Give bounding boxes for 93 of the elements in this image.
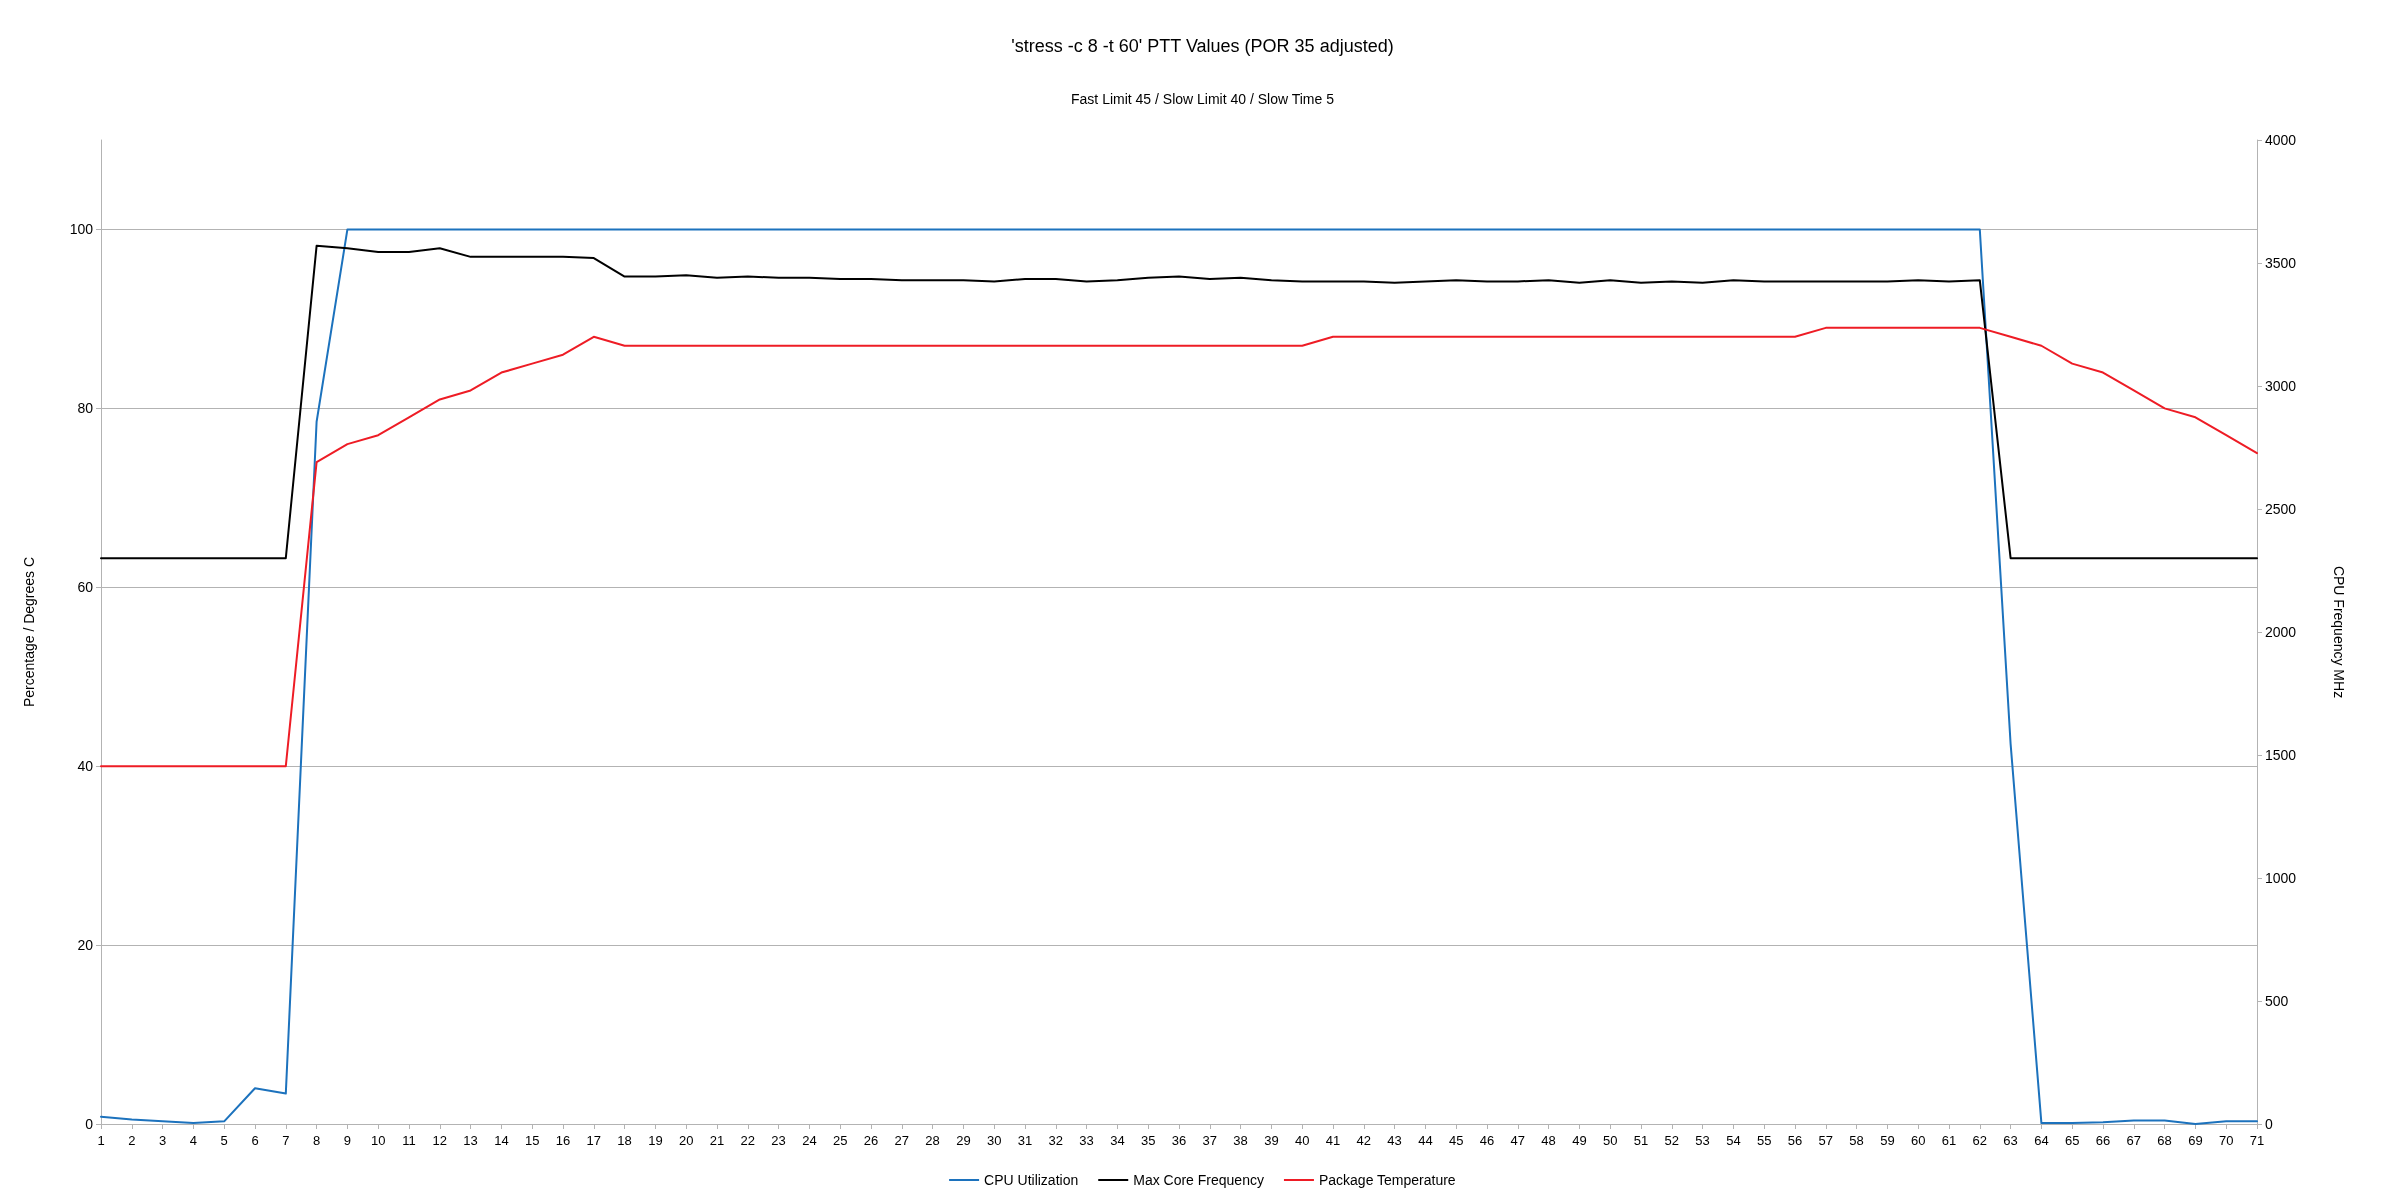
x-tick-label: 3	[158, 1133, 167, 1148]
y-axis-title: Percentage / Degrees C	[21, 556, 37, 708]
x-tick-label: 13	[463, 1133, 478, 1148]
x-tick-label: 42	[1356, 1133, 1372, 1148]
x-tick-label: 52	[1664, 1133, 1680, 1148]
x-tick-label: 46	[1479, 1133, 1495, 1148]
legend-label: CPU Utilization	[984, 1172, 1079, 1188]
x-tick-label: 4	[189, 1133, 198, 1148]
x-tick-label: 67	[2126, 1133, 2142, 1148]
x-tick-label: 45	[1448, 1133, 1464, 1148]
y-tick-label: 60	[77, 579, 94, 596]
x-tick-label: 8	[312, 1133, 321, 1148]
x-tick-label: 10	[370, 1133, 386, 1148]
x-tick-label: 1	[97, 1133, 105, 1148]
x-tick-label: 18	[617, 1133, 632, 1148]
x-tick-label: 22	[740, 1133, 756, 1148]
x-tick-label: 70	[2218, 1133, 2234, 1148]
x-tick-label: 19	[648, 1133, 663, 1148]
x-tick-label: 68	[2157, 1133, 2172, 1148]
x-tick-label: 34	[1110, 1133, 1125, 1148]
x-tick-label: 50	[1602, 1133, 1618, 1148]
y-tick-label: 80	[77, 400, 94, 417]
x-tick-label: 30	[986, 1133, 1002, 1148]
x-tick-label: 39	[1264, 1133, 1279, 1148]
chart-subtitle: Fast Limit 45 / Slow Limit 40 / Slow Time 5	[1071, 91, 1335, 107]
x-tick-label: 49	[1572, 1133, 1587, 1148]
x-tick-label: 7	[282, 1133, 290, 1148]
x-tick-label: 56	[1787, 1133, 1803, 1148]
x-tick-label: 31	[1017, 1133, 1033, 1148]
x-tick-label: 65	[2064, 1133, 2080, 1148]
x-tick-label: 12	[432, 1133, 448, 1148]
x-tick-label: 5	[220, 1133, 228, 1148]
x-tick-label: 27	[894, 1133, 910, 1148]
x-tick-label: 57	[1818, 1133, 1834, 1148]
x-tick-label: 63	[2003, 1133, 2018, 1148]
x-tick-label: 54	[1726, 1133, 1741, 1148]
y2-tick-label: 1500	[2265, 747, 2297, 763]
legend-label: Package Temperature	[1318, 1172, 1456, 1188]
x-tick-label: 38	[1233, 1133, 1248, 1148]
x-tick-label: 37	[1202, 1133, 1218, 1148]
y2-tick-label: 3000	[2265, 378, 2297, 394]
x-tick-label: 23	[771, 1133, 786, 1148]
y2-axis-title: CPU Frequency MHz	[2331, 565, 2347, 699]
x-tick-label: 41	[1325, 1133, 1341, 1148]
legend-label: Max Core Frequency	[1133, 1172, 1264, 1188]
x-tick-label: 62	[1972, 1133, 1988, 1148]
x-tick-label: 17	[586, 1133, 602, 1148]
x-tick-label: 24	[802, 1133, 817, 1148]
x-tick-label: 32	[1048, 1133, 1064, 1148]
x-tick-label: 44	[1418, 1133, 1433, 1148]
x-tick-label: 16	[555, 1133, 571, 1148]
x-tick-label: 64	[2034, 1133, 2049, 1148]
x-tick-label: 59	[1880, 1133, 1895, 1148]
x-tick-label: 33	[1079, 1133, 1094, 1148]
x-tick-label: 58	[1849, 1133, 1864, 1148]
x-tick-label: 28	[925, 1133, 940, 1148]
x-tick-label: 6	[251, 1133, 259, 1148]
y2-tick-label: 1000	[2265, 870, 2297, 886]
x-tick-label: 20	[678, 1133, 694, 1148]
x-tick-label: 2	[128, 1133, 136, 1148]
x-tick-label: 71	[2249, 1133, 2265, 1148]
x-tick-label: 47	[1510, 1133, 1526, 1148]
x-tick-label: 51	[1633, 1133, 1649, 1148]
x-tick-label: 25	[832, 1133, 848, 1148]
x-tick-label: 61	[1941, 1133, 1957, 1148]
y2-tick-label: 0	[2265, 1116, 2273, 1132]
y2-tick-label: 2000	[2265, 624, 2297, 640]
y-tick-label: 100	[69, 221, 94, 238]
x-tick-label: 66	[2095, 1133, 2111, 1148]
x-tick-label: 15	[524, 1133, 540, 1148]
x-tick-label: 55	[1756, 1133, 1772, 1148]
y2-tick-label: 500	[2265, 993, 2289, 1009]
x-tick-label: 14	[494, 1133, 509, 1148]
x-tick-label: 21	[709, 1133, 725, 1148]
y2-tick-label: 4000	[2265, 132, 2297, 148]
x-tick-label: 29	[956, 1133, 971, 1148]
chart-title: 'stress -c 8 -t 60' PTT Values (POR 35 adjusted)	[1011, 36, 1394, 56]
x-tick-label: 11	[402, 1133, 416, 1148]
x-tick-label: 26	[863, 1133, 879, 1148]
x-tick-label: 53	[1695, 1133, 1710, 1148]
x-tick-label: 9	[343, 1133, 352, 1148]
y2-tick-label: 3500	[2265, 255, 2297, 271]
y-tick-label: 40	[77, 758, 94, 775]
x-tick-label: 60	[1910, 1133, 1926, 1148]
x-tick-label: 48	[1541, 1133, 1556, 1148]
x-tick-label: 35	[1140, 1133, 1156, 1148]
y2-tick-label: 2500	[2265, 501, 2297, 517]
y-tick-label: 20	[77, 937, 94, 954]
x-tick-label: 36	[1171, 1133, 1187, 1148]
y-tick-label: 0	[85, 1116, 94, 1132]
x-tick-label: 43	[1387, 1133, 1402, 1148]
x-tick-label: 69	[2188, 1133, 2203, 1148]
x-tick-label: 40	[1294, 1133, 1310, 1148]
